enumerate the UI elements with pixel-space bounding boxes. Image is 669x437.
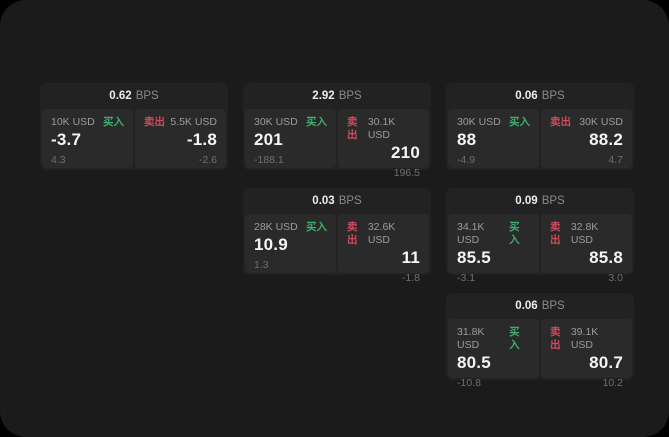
sell-price: 88.2 <box>589 130 623 149</box>
sell-price: 85.8 <box>589 248 623 267</box>
buy-tag: 买入 <box>509 221 520 246</box>
sell-tag: 卖出 <box>144 116 165 128</box>
sell-amount: 32.6K USD <box>367 221 396 246</box>
quote-body: 28K USD 买入 10.9 1.3 卖出 32.6K USD 11 -1.8 <box>243 214 431 284</box>
buy-panel[interactable]: 34.1K USD 买入 85.5 -3.1 <box>448 214 539 284</box>
quote-card: 0.06 BPS 30K USD 买入 88 -4.9 卖出 30K USD 8… <box>446 83 634 170</box>
buy-delta: -4.9 <box>457 154 476 166</box>
buy-tag: 买入 <box>103 116 124 128</box>
bps-label: BPS <box>541 90 565 102</box>
quote-body: 31.8K USD 买入 80.5 -10.8 卖出 39.1K USD 80.… <box>446 319 634 389</box>
bps-label: BPS <box>135 90 159 102</box>
buy-tag: 买入 <box>306 116 327 128</box>
quote-card: 0.06 BPS 31.8K USD 买入 80.5 -10.8 卖出 39.1… <box>446 293 634 389</box>
buy-tag: 买入 <box>306 221 327 233</box>
sell-price: -1.8 <box>186 130 217 149</box>
sell-amount: 39.1K USD <box>570 326 599 351</box>
buy-amount: 28K USD <box>254 221 298 233</box>
quote-card: 0.03 BPS 28K USD 买入 10.9 1.3 卖出 32.6K US… <box>243 188 431 284</box>
buy-price: 85.5 <box>457 248 491 267</box>
bps-label: BPS <box>338 90 362 102</box>
sell-panel[interactable]: 卖出 32.8K USD 85.8 3.0 <box>541 214 632 284</box>
buy-panel[interactable]: 30K USD 买入 88 -4.9 <box>448 109 539 168</box>
sell-amount: 30K USD <box>579 116 623 128</box>
sell-amount: 5.5K USD <box>170 116 217 128</box>
sell-panel[interactable]: 卖出 30K USD 88.2 4.7 <box>541 109 632 168</box>
buy-panel[interactable]: 10K USD 买入 -3.7 4.3 <box>42 109 133 168</box>
bps-header: 0.09 BPS <box>446 188 634 214</box>
sell-panel[interactable]: 卖出 32.6K USD 11 -1.8 <box>338 214 429 284</box>
bps-header: 0.03 BPS <box>243 188 431 214</box>
bps-label: BPS <box>541 195 565 207</box>
bps-value: 0.62 <box>109 90 132 102</box>
quote-card: 0.09 BPS 34.1K USD 买入 85.5 -3.1 卖出 32.8K… <box>446 188 634 284</box>
sell-tag: 卖出 <box>550 116 571 128</box>
buy-panel[interactable]: 31.8K USD 买入 80.5 -10.8 <box>448 319 539 389</box>
sell-delta: 196.5 <box>393 167 420 179</box>
buy-amount: 34.1K USD <box>457 221 485 246</box>
sell-amount: 32.8K USD <box>570 221 599 246</box>
buy-tag: 买入 <box>509 326 520 351</box>
bps-value: 0.06 <box>515 300 538 312</box>
sell-price: 210 <box>391 143 420 162</box>
sell-panel[interactable]: 卖出 30.1K USD 210 196.5 <box>338 109 429 179</box>
sell-panel[interactable]: 卖出 5.5K USD -1.8 -2.6 <box>135 109 226 168</box>
buy-tag: 买入 <box>509 116 530 128</box>
sell-amount: 30.1K USD <box>367 116 396 141</box>
buy-price: 10.9 <box>254 235 288 254</box>
sell-delta: -1.8 <box>401 272 420 284</box>
buy-panel[interactable]: 30K USD 买入 201 -188.1 <box>245 109 336 168</box>
bps-header: 0.06 BPS <box>446 293 634 319</box>
sell-price: 80.7 <box>589 353 623 372</box>
sell-price: 11 <box>401 248 420 267</box>
sell-delta: 3.0 <box>608 272 623 284</box>
sell-delta: -2.6 <box>198 154 217 166</box>
bps-label: BPS <box>338 195 362 207</box>
sell-tag: 卖出 <box>550 326 561 351</box>
sell-tag: 卖出 <box>550 221 561 246</box>
quote-body: 30K USD 买入 88 -4.9 卖出 30K USD 88.2 4.7 <box>446 109 634 168</box>
sell-delta: 10.2 <box>602 377 623 389</box>
buy-amount: 30K USD <box>254 116 298 128</box>
sell-tag: 卖出 <box>347 221 358 246</box>
buy-amount: 30K USD <box>457 116 501 128</box>
buy-delta: -188.1 <box>254 154 284 166</box>
buy-delta: -10.8 <box>457 377 481 389</box>
sell-delta: 4.7 <box>608 154 623 166</box>
sell-panel[interactable]: 卖出 39.1K USD 80.7 10.2 <box>541 319 632 389</box>
bps-header: 0.62 BPS <box>40 83 228 109</box>
sell-tag: 卖出 <box>347 116 358 141</box>
bps-value: 0.06 <box>515 90 538 102</box>
quote-body: 34.1K USD 买入 85.5 -3.1 卖出 32.8K USD 85.8… <box>446 214 634 284</box>
bps-value: 2.92 <box>312 90 335 102</box>
bps-header: 0.06 BPS <box>446 83 634 109</box>
bps-value: 0.09 <box>515 195 538 207</box>
buy-amount: 31.8K USD <box>457 326 485 351</box>
buy-price: -3.7 <box>51 130 82 149</box>
quote-body: 30K USD 买入 201 -188.1 卖出 30.1K USD 210 1… <box>243 109 431 179</box>
quote-card: 2.92 BPS 30K USD 买入 201 -188.1 卖出 30.1K … <box>243 83 431 179</box>
buy-panel[interactable]: 28K USD 买入 10.9 1.3 <box>245 214 336 273</box>
buy-price: 80.5 <box>457 353 491 372</box>
bps-value: 0.03 <box>312 195 335 207</box>
buy-price: 88 <box>457 130 477 149</box>
buy-delta: -3.1 <box>457 272 476 284</box>
buy-amount: 10K USD <box>51 116 95 128</box>
buy-delta: 1.3 <box>254 259 269 271</box>
quote-card: 0.62 BPS 10K USD 买入 -3.7 4.3 卖出 5.5K USD… <box>40 83 228 170</box>
quote-body: 10K USD 买入 -3.7 4.3 卖出 5.5K USD -1.8 -2.… <box>40 109 228 168</box>
bps-label: BPS <box>541 300 565 312</box>
bps-header: 2.92 BPS <box>243 83 431 109</box>
buy-price: 201 <box>254 130 283 149</box>
buy-delta: 4.3 <box>51 154 66 166</box>
